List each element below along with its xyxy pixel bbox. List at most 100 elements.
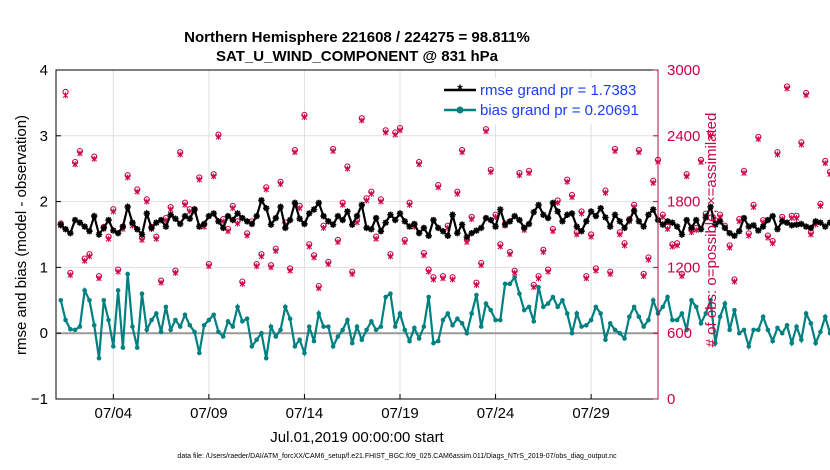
rmse-point [291,199,299,207]
bias-point [240,319,245,324]
obs-assimilated-point [554,199,561,206]
bias-point [574,311,580,316]
rmse-point [673,223,681,230]
obs-assimilated-point [153,235,160,242]
obs-assimilated-point [134,188,140,195]
obs-assimilated-point [320,224,327,231]
obs-assimilated-point [707,132,714,139]
bias-point [703,311,709,316]
bias-point [488,307,494,313]
rmse-point [793,221,800,228]
rmse-point [731,232,738,240]
obs-assimilated-point [588,233,594,240]
bias-point [244,316,250,322]
bias-point [502,281,508,287]
rmse-point [822,223,829,230]
bias-point [641,324,646,329]
rmse-point [530,208,537,216]
bias-point [302,350,307,356]
rmse-point [817,219,824,226]
rmse-point [129,219,136,226]
bias-point [278,327,283,333]
rmse-point [100,224,107,232]
bias-point [225,319,231,324]
obs-assimilated-point [741,170,747,177]
obs-assimilated-point [359,117,365,124]
rmse-point [363,224,370,232]
rmse-point [478,224,485,232]
bias-point [760,314,766,320]
obs-assimilated-point [636,149,642,156]
bias-point [660,304,666,310]
bias-point [345,317,350,323]
bias-point [756,327,761,333]
obs-assimilated-point [679,273,685,280]
rmse-point [645,211,652,218]
rmse-point [67,229,74,237]
bias-point [693,304,699,310]
x-tick-label-5: 07/29 [572,405,610,422]
rmse-point [587,208,595,215]
bias-point [670,317,675,323]
obs-assimilated-point [430,276,437,283]
rmse-point [301,220,308,228]
left-tick-label-0: −1 [31,391,48,408]
right-axis-ticks: 0 600 1200 1800 2400 3000 [653,62,700,408]
rmse-point [697,226,705,233]
obs-assimilated-point [578,210,585,217]
obs-assimilated-point [158,279,164,286]
rmse-point [693,216,700,224]
rmse-point [243,218,251,225]
bias-point [316,311,322,316]
bias-point [827,330,830,336]
rmse-point [62,226,69,233]
obs-assimilated-point [545,268,551,275]
bias-point [263,355,269,361]
bias-point [521,307,527,313]
rmse-point [411,220,418,228]
left-tick-label-5: 4 [40,62,48,79]
rmse-point [339,216,346,224]
bias-point [483,301,489,306]
bias-point [799,337,804,343]
bias-point [526,304,532,310]
rmse-point [497,206,504,213]
obs-assimilated-point [683,173,690,180]
obs-assimilated-point [311,254,317,261]
rmse-point [621,224,628,232]
obs-assimilated-point [239,280,246,287]
bias-point [216,329,221,335]
obs-assimilated-point [750,204,757,211]
rmse-point [702,214,709,221]
bias-point [579,324,584,329]
obs-assimilated-point [793,215,800,222]
bias-point [106,317,111,323]
rmse-point [688,224,695,232]
bias-point [684,327,689,333]
rmse-point [387,211,394,218]
rmse-point [267,221,275,228]
rmse-point [506,218,514,225]
obs-assimilated-point [110,208,117,215]
rmse-point [482,214,490,222]
rmse-point [138,231,146,238]
rmse-point [253,212,260,220]
bias-point [689,298,694,303]
legend-bias-marker [456,106,464,114]
obs-assimilated-point [664,226,671,233]
obs-assimilated-point [550,228,556,235]
obs-assimilated-point [210,173,217,180]
bias-point [622,336,627,341]
rmse-point [229,216,236,224]
rmse-point [707,203,714,211]
rmse-point [554,208,561,215]
bias-point [206,317,212,323]
obs-assimilated-point [416,161,422,168]
rmse-point [420,224,428,232]
bias-point [627,314,632,320]
obs-assimilated-point [531,284,537,291]
obs-assimilated-point [454,190,461,197]
rmse-point [521,224,528,232]
obs-assimilated-point [244,232,250,239]
bias-point [478,324,484,329]
